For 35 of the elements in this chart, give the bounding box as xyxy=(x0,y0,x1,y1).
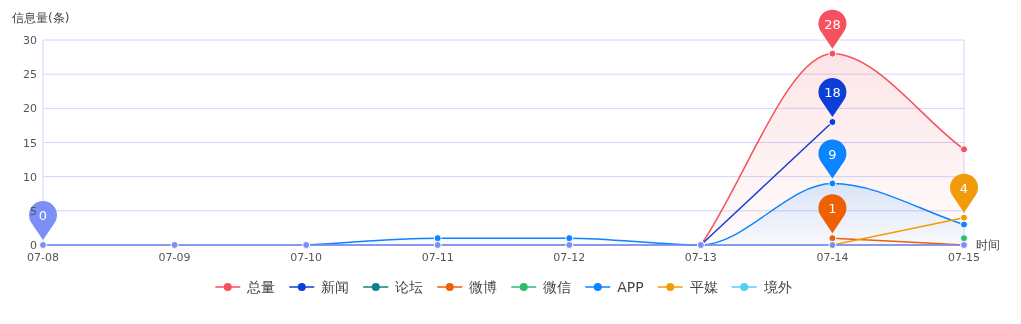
legend-label: 微信 xyxy=(543,279,572,295)
y-tick-label: 0 xyxy=(30,239,37,252)
y-tick-label: 15 xyxy=(23,136,37,150)
y-tick-label: 10 xyxy=(23,170,37,184)
data-label: 9 xyxy=(828,146,837,162)
legend-label: 平媒 xyxy=(689,279,718,295)
data-label: 4 xyxy=(959,180,969,196)
y-tick-label: 5 xyxy=(30,204,37,218)
x-tick-label: 07-09 xyxy=(158,251,191,264)
legend-label: 微博 xyxy=(469,279,498,295)
data-label: 1 xyxy=(828,201,837,217)
pin: 18 xyxy=(818,78,847,117)
y-tick-label: 25 xyxy=(23,68,37,82)
legend-label: 境外 xyxy=(762,279,792,295)
legend-label: APP xyxy=(617,279,644,295)
x-tick-label: 07-15 xyxy=(948,251,980,264)
legend-label: 论坛 xyxy=(395,279,424,295)
x-axis-title: 时间 xyxy=(976,238,1000,252)
x-tick-label: 07-11 xyxy=(421,251,454,264)
data-label: 28 xyxy=(824,16,841,32)
legend-label: 新闻 xyxy=(321,279,350,295)
pin: 9 xyxy=(818,139,847,179)
x-tick-label: 07-12 xyxy=(553,251,586,264)
x-tick-label: 07-08 xyxy=(27,251,59,264)
y-tick-label: 20 xyxy=(23,102,37,116)
pin: 4 xyxy=(950,173,978,213)
y-axis-title: 信息量(条) xyxy=(12,11,70,25)
pin: 28 xyxy=(818,9,847,49)
legend-label: 总量 xyxy=(246,279,276,295)
x-tick-label: 07-14 xyxy=(816,251,849,264)
x-tick-label: 07-13 xyxy=(684,251,717,264)
y-tick-label: 30 xyxy=(23,34,37,47)
x-tick-label: 07-10 xyxy=(290,251,323,264)
data-label: 18 xyxy=(824,85,841,100)
pin: 1 xyxy=(818,194,847,234)
